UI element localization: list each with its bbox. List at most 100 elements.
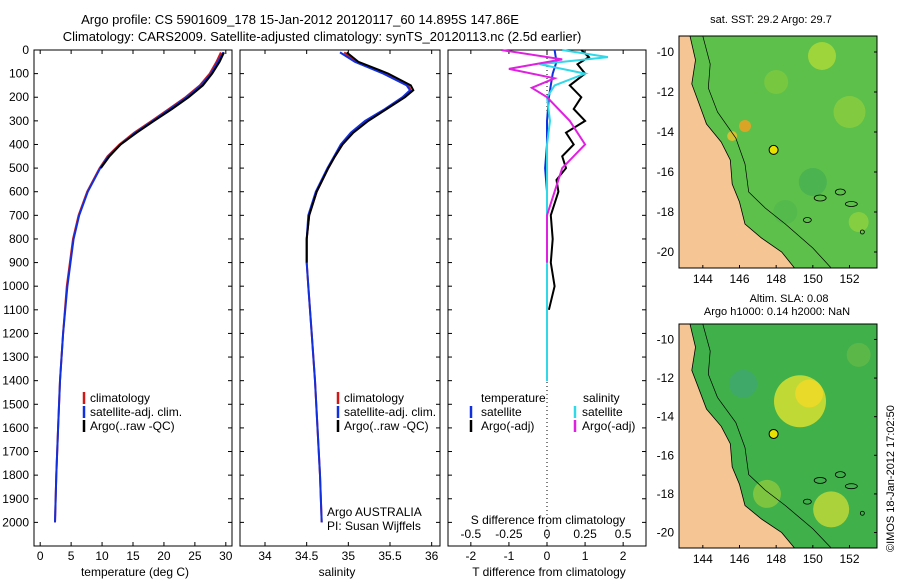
difference-xtick-label-2: 2 bbox=[620, 549, 627, 563]
map-ytick-label--18: -18 bbox=[657, 487, 675, 501]
difference-xtick-label-0: 0 bbox=[544, 549, 551, 563]
legend-salinity-title: salinity bbox=[583, 391, 620, 405]
field-patch-3 bbox=[739, 120, 751, 132]
imos-timestamp: ©IMOS 18-Jan-2012 17:02:50 bbox=[885, 405, 897, 552]
map-ytick-label--18: -18 bbox=[657, 205, 675, 219]
map-xtick-label-152: 152 bbox=[839, 272, 859, 286]
temperature-xtick-label-30: 30 bbox=[219, 549, 233, 563]
field-patch-1 bbox=[795, 379, 824, 408]
map-xtick-label-150: 150 bbox=[803, 272, 823, 286]
salinity-diff-tick-label--0.5: -0.5 bbox=[461, 527, 482, 541]
salinity-diff-tick-label-0: 0 bbox=[544, 527, 551, 541]
reef-outline-3 bbox=[802, 217, 812, 223]
salinity-xtick-label-35: 35 bbox=[342, 549, 356, 563]
figure-title-line2: Climatology: CARS2009. Satellite-adjuste… bbox=[63, 29, 582, 44]
temperature-xlabel: temperature (deg C) bbox=[81, 565, 189, 579]
field-patch-5 bbox=[798, 168, 827, 196]
salinity-series-2 bbox=[305, 51, 415, 263]
legend-argo-label: Argo(..raw -QC) bbox=[344, 419, 429, 433]
reef-outline-1 bbox=[834, 188, 846, 196]
pi-label: PI: Susan Wijffels bbox=[327, 519, 421, 533]
map-ytick-label--16: -16 bbox=[657, 165, 675, 179]
salinity-series-1 bbox=[305, 51, 412, 523]
depth-tick-label-1600: 1600 bbox=[2, 421, 29, 435]
temperature-plot: 0 5 10 15 20 25 30 bbox=[37, 50, 233, 563]
salinity-plot: 34 34.5 35 35.5 36 bbox=[258, 50, 439, 563]
temperature-series-1 bbox=[54, 51, 225, 523]
difference-xlabel: T difference from climatology bbox=[472, 565, 626, 579]
map-ytick-label--10: -10 bbox=[657, 332, 675, 346]
field-patch-6 bbox=[846, 342, 871, 367]
sla-map: 144 146 148 150 152 -10 -12 -14 -16 -18 -20 bbox=[657, 324, 877, 566]
depth-tick-label-900: 900 bbox=[9, 256, 29, 270]
difference-legend: temperature salinity satellite Argo(-adj… bbox=[469, 391, 635, 433]
reef-outline-1 bbox=[834, 471, 846, 479]
map-xtick-label-144: 144 bbox=[693, 552, 713, 566]
difference-series-3 bbox=[501, 49, 587, 263]
map-ytick-label--20: -20 bbox=[657, 526, 675, 540]
reef-outline-0 bbox=[813, 477, 827, 484]
salinity-xtick-label-35.5: 35.5 bbox=[378, 549, 402, 563]
reef-outline-3 bbox=[802, 498, 812, 505]
reef-outline-2 bbox=[844, 201, 858, 207]
temperature-xtick-label-25: 25 bbox=[188, 549, 202, 563]
salinity-xlabel: salinity bbox=[319, 565, 356, 579]
field-patch-5 bbox=[753, 479, 781, 508]
depth-tick-label-1200: 1200 bbox=[2, 326, 29, 340]
salinity-diff-tick-label-0.25: 0.25 bbox=[573, 527, 597, 541]
depth-tick-label-700: 700 bbox=[9, 208, 29, 222]
salinity-series-0 bbox=[305, 51, 413, 523]
field-patch-4 bbox=[813, 491, 850, 528]
shelf-contour bbox=[702, 324, 832, 548]
map-xtick-label-148: 148 bbox=[766, 272, 786, 286]
reef-outline-4 bbox=[859, 229, 865, 235]
legend-argo-label: Argo(..raw -QC) bbox=[90, 419, 175, 433]
map-ytick-label--14: -14 bbox=[657, 410, 675, 424]
legend-climatology-label: climatology bbox=[344, 391, 404, 405]
sla-map-frame bbox=[678, 323, 878, 549]
map-ytick-label--16: -16 bbox=[657, 448, 675, 462]
depth-tick-label-200: 200 bbox=[9, 90, 29, 104]
map-ytick-label--12: -12 bbox=[657, 371, 675, 385]
depth-tick-label-1800: 1800 bbox=[2, 468, 29, 482]
temperature-xtick-label-0: 0 bbox=[37, 549, 44, 563]
temperature-xtick-label-10: 10 bbox=[95, 549, 109, 563]
map-xtick-label-148: 148 bbox=[766, 552, 786, 566]
temperature-plot-frame bbox=[33, 49, 233, 547]
depth-tick-label-0: 0 bbox=[22, 43, 29, 57]
temperature-xtick-label-20: 20 bbox=[157, 549, 171, 563]
map-xtick-label-144: 144 bbox=[693, 272, 713, 286]
map1-body bbox=[679, 36, 877, 268]
map-xtick-label-146: 146 bbox=[729, 272, 749, 286]
depth-tick-label-1000: 1000 bbox=[2, 279, 29, 293]
difference-xlabel-top: S difference from climatology bbox=[471, 513, 626, 527]
depth-tick-label-400: 400 bbox=[9, 137, 29, 151]
field-patch-0 bbox=[808, 42, 836, 70]
depth-axis: 0 100 200 300 400 500 600 700 800 900 1000 1100 1200… bbox=[2, 43, 646, 529]
depth-tick-label-300: 300 bbox=[9, 114, 29, 128]
depth-tick-label-1700: 1700 bbox=[2, 445, 29, 459]
depth-tick-label-1300: 1300 bbox=[2, 350, 29, 364]
salinity-legend: climatology satellite-adj. clim. Argo(..… bbox=[336, 391, 436, 433]
temperature-series-0 bbox=[54, 51, 222, 523]
sst-map: 144 146 148 150 152 -10 -12 -14 -16 -18 -20 bbox=[657, 36, 877, 286]
difference-plot: -2 -1 0 1 2 -0.5 -0.25 0 0.25 0.5 bbox=[461, 49, 632, 563]
reef-outline-2 bbox=[844, 483, 858, 490]
sla-map-subtitle: Argo h1000: 0.14 h2000: NaN bbox=[704, 306, 850, 318]
map-ytick-label--14: -14 bbox=[657, 125, 675, 139]
legend-satellite-label: satellite-adj. clim. bbox=[344, 405, 436, 419]
map-xtick-label-150: 150 bbox=[803, 552, 823, 566]
legend-temp-satellite-label: satellite bbox=[481, 405, 522, 419]
reef-outline-4 bbox=[859, 510, 865, 516]
depth-tick-label-600: 600 bbox=[9, 185, 29, 199]
sst-map-title: sat. SST: 29.2 Argo: 29.7 bbox=[710, 14, 832, 26]
temperature-xtick-label-15: 15 bbox=[126, 549, 140, 563]
difference-xtick-label--2: -2 bbox=[466, 549, 477, 563]
field-patch-6 bbox=[773, 200, 798, 224]
argo-location-marker bbox=[768, 428, 779, 439]
field-patch-2 bbox=[833, 96, 866, 128]
field-patch-4 bbox=[727, 131, 738, 141]
land-mass bbox=[679, 36, 796, 268]
difference-xtick-label--1: -1 bbox=[504, 549, 515, 563]
